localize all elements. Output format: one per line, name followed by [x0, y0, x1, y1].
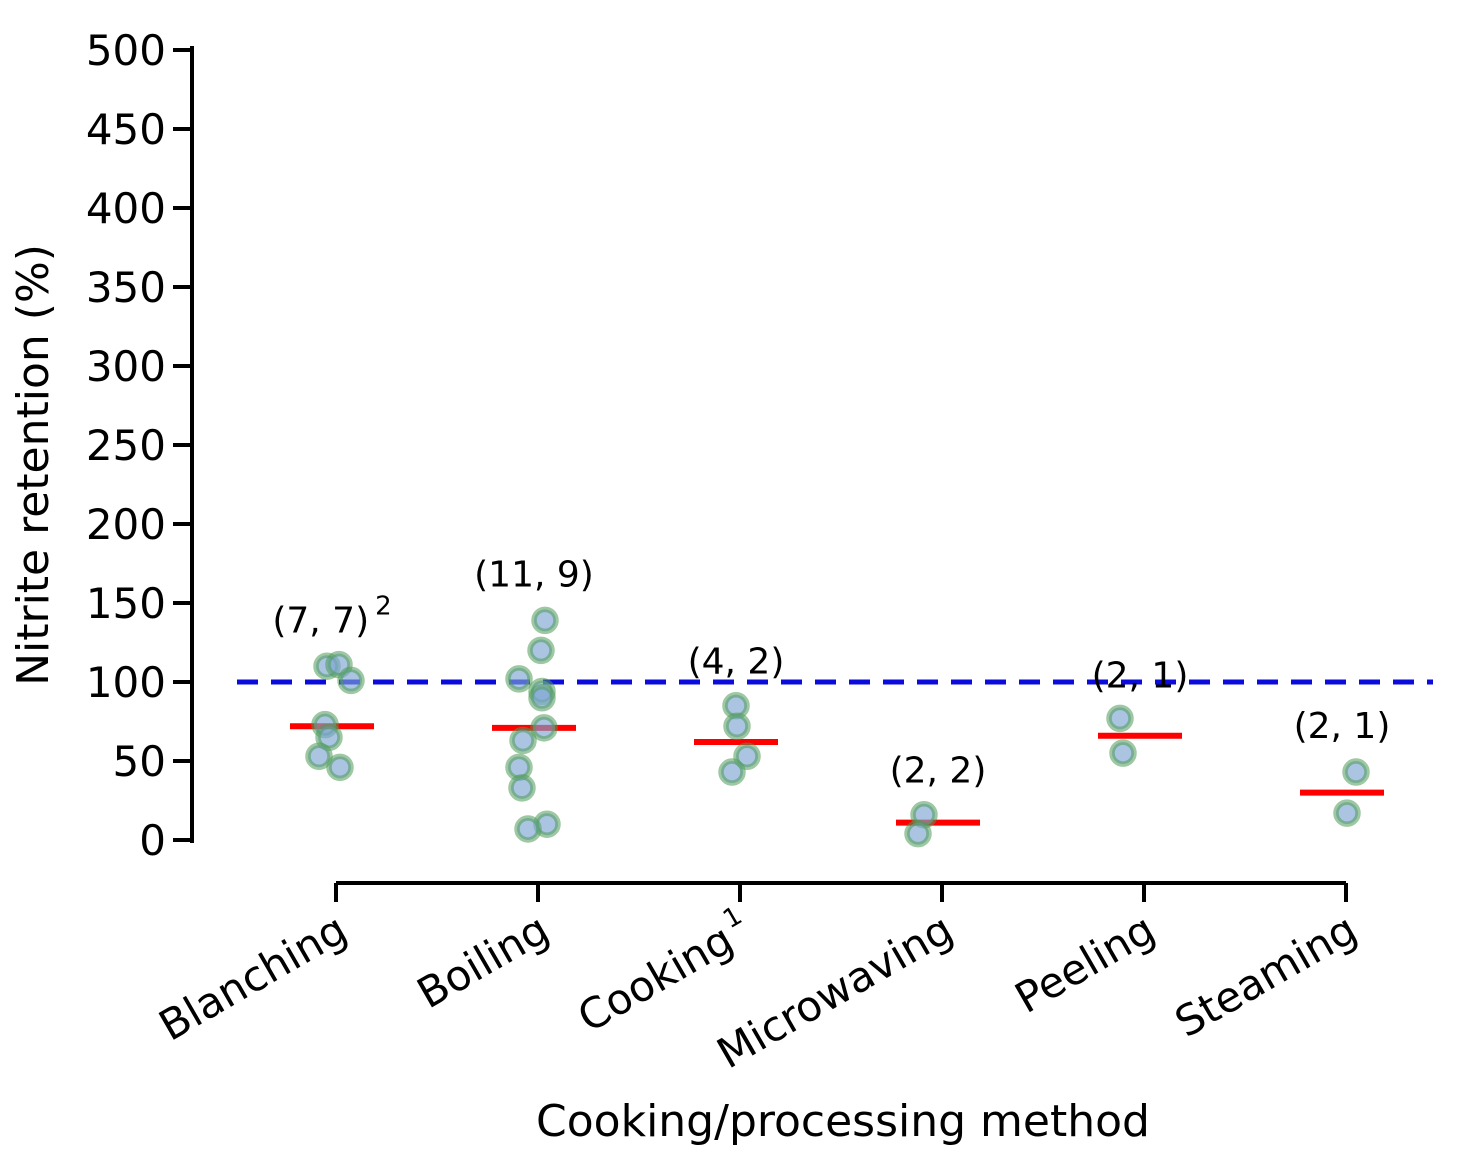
annotation-peeling: (2, 1) — [1092, 656, 1189, 697]
annotation-microwaving: (2, 2) — [890, 750, 987, 791]
data-point-boiling — [509, 726, 537, 755]
data-point-steaming — [1342, 758, 1370, 786]
data-point-peeling — [1109, 739, 1137, 767]
x-tick-label-blanching: Blanching — [151, 904, 355, 1050]
y-tick-label: 0 — [139, 816, 166, 865]
data-point-steaming — [1333, 799, 1361, 827]
y-tick-label: 400 — [86, 184, 166, 233]
data-point-boiling — [531, 606, 559, 635]
data-point-blanching — [337, 666, 365, 695]
data-point-peeling — [1106, 704, 1134, 733]
median-layer — [290, 723, 1384, 826]
y-tick-label: 100 — [86, 658, 166, 707]
x-tick-label-peeling: Peeling — [1007, 904, 1163, 1023]
y-tick-label: 300 — [86, 342, 166, 391]
annotation-layer: (7, 7) 2 (11, 9) (4, 2) (2, 2) (2, 1) (2, 1) — [272, 555, 1390, 792]
x-tick-label-cooking: Cooking1 — [567, 901, 759, 1042]
data-point-boiling — [514, 815, 542, 843]
x-axis-label: Cooking/processing method — [536, 1096, 1150, 1147]
points-layer — [305, 606, 1370, 848]
data-point-microwaving — [904, 819, 932, 848]
data-point-cooking — [718, 758, 746, 786]
axes-layer: 0 50 100 150 200 250 300 350 400 450 500 Blanching B… — [86, 26, 1365, 1078]
y-tick-label: 150 — [86, 579, 166, 628]
data-point-boiling — [527, 636, 555, 665]
y-tick-label: 250 — [86, 421, 166, 470]
y-tick-label: 450 — [86, 105, 166, 154]
data-point-boiling — [530, 714, 558, 742]
x-tick-label-boiling: Boiling — [409, 904, 557, 1018]
y-tick-label: 50 — [113, 737, 166, 786]
x-tick-label-steaming: Steaming — [1167, 904, 1365, 1047]
y-tick-label: 500 — [86, 26, 166, 75]
data-point-blanching — [326, 753, 354, 782]
y-tick-label: 200 — [86, 500, 166, 549]
data-point-boiling — [528, 684, 556, 712]
annotation-cooking: (4, 2) — [688, 641, 785, 682]
data-point-blanching — [305, 742, 333, 771]
annotation-blanching: (7, 7) 2 — [272, 591, 391, 641]
data-point-boiling — [508, 774, 536, 802]
annotation-boiling: (11, 9) — [474, 555, 594, 596]
y-tick-label: 350 — [86, 263, 166, 312]
x-tick-label-microwaving: Microwaving — [709, 904, 961, 1078]
data-point-cooking — [733, 742, 761, 771]
y-axis-label: Nitrite retention (%) — [8, 244, 59, 686]
data-point-cooking — [723, 712, 751, 740]
data-point-boiling — [505, 665, 533, 693]
annotation-steaming: (2, 1) — [1294, 706, 1391, 747]
